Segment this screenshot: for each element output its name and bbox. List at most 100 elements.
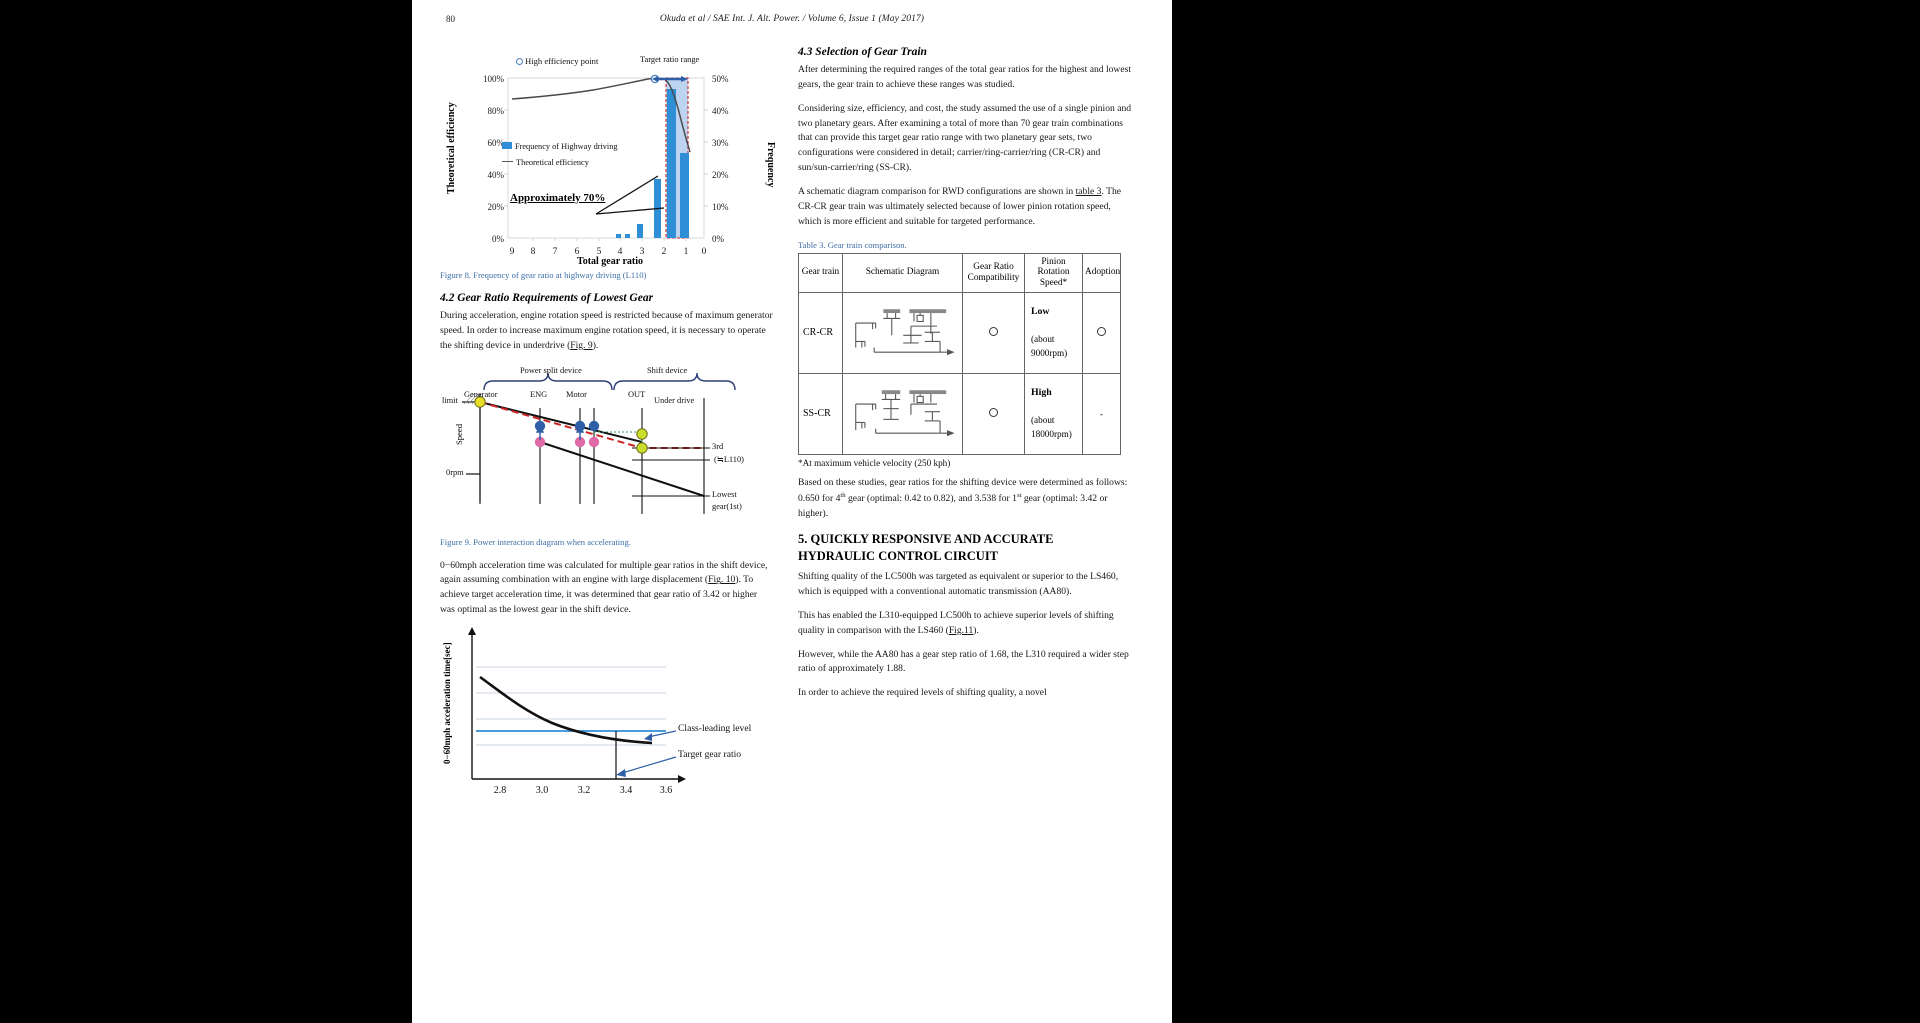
- document-page: 80 Okuda et al / SAE Int. J. Alt. Power.…: [412, 0, 1172, 1023]
- figure-9-under-drive-label: Under drive: [654, 395, 695, 405]
- figure-10-class-leading-label: Class-leading level: [678, 723, 752, 735]
- figure-8-high-efficiency-legend: High efficiency point: [516, 56, 598, 66]
- table3-link[interactable]: table 3: [1075, 186, 1102, 198]
- figure-8-chart: Theoretical efficiency Frequency High ef…: [446, 50, 776, 267]
- figure-8-annotation: Approximately 70%: [510, 192, 606, 204]
- figure-8-target-range-label: Target ratio range: [640, 55, 700, 64]
- figure-9-node-motor: Motor: [566, 389, 587, 399]
- left-column: Theoretical efficiency Frequency High ef…: [440, 46, 776, 797]
- figure-9-lowest-gear-label: Lowest: [712, 489, 737, 499]
- circle-ok-icon: [989, 327, 998, 337]
- th-adoption: Adoption: [1082, 252, 1121, 293]
- pinion-speed-detail-ss-cr: (about 18000rpm): [1031, 415, 1072, 439]
- figure-8-caption: Figure 8. Frequency of gear ratio at hig…: [440, 270, 647, 280]
- section-5-paragraph-4: In order to achieve the required levels …: [798, 687, 1047, 699]
- cell-schematic-cr-cr: [842, 291, 963, 374]
- table-row: SS-CR: [798, 372, 1121, 455]
- fig10-link[interactable]: Fig. 10: [708, 574, 736, 586]
- table-header-row: Gear train Schematic Diagram Gear Ratio …: [798, 252, 1121, 293]
- svg-text:40%: 40%: [488, 170, 505, 180]
- section-4-3-paragraph-4: Based on these studies, gear ratios for …: [798, 476, 1128, 519]
- figure-9-node-eng: ENG: [530, 389, 548, 399]
- figure-9-zero-rpm-label: 0rpm: [446, 467, 464, 477]
- journal-citation: Okuda et al / SAE Int. J. Alt. Power. / …: [659, 14, 925, 24]
- pinion-speed-detail-cr-cr: (about 9000rpm): [1031, 334, 1068, 358]
- legend-item-frequency: Frequency of Highway driving: [502, 142, 618, 151]
- svg-text:5: 5: [597, 247, 602, 257]
- svg-text:2: 2: [662, 247, 667, 257]
- th-gear-ratio-compatibility: Gear Ratio Compatibility: [962, 252, 1025, 293]
- section-4-2-paragraph-1: During acceleration, engine rotation spe…: [440, 310, 773, 351]
- cell-adoption-ss-cr: -: [1082, 372, 1121, 455]
- svg-text:8: 8: [531, 247, 536, 257]
- figure-8-plot: 100% 80% 60% 40% 20% 0% 50% 40% 30% 20% …: [483, 74, 729, 257]
- svg-text:0%: 0%: [492, 234, 505, 244]
- figure-9-bracket-left-label: Power split device: [520, 365, 582, 375]
- svg-text:3.6: 3.6: [660, 785, 673, 796]
- svg-text:0%: 0%: [712, 234, 725, 244]
- page-number: 80: [446, 14, 455, 24]
- figure-9-limit-label: limit: [442, 395, 458, 405]
- figure-10-target-gear-ratio-label: Target gear ratio: [678, 749, 742, 761]
- svg-text:40%: 40%: [712, 106, 729, 116]
- page-sheet: 80 Okuda et al / SAE Int. J. Alt. Power.…: [412, 0, 1172, 1023]
- svg-text:100%: 100%: [483, 74, 505, 84]
- legend-item-efficiency: Theoretical efficiency: [502, 158, 618, 167]
- cell-schematic-ss-cr: [842, 372, 963, 455]
- cell-gear-train-cr-cr: CR-CR: [798, 291, 843, 374]
- section-4-3-paragraph-1: After determining the required ranges of…: [798, 64, 1132, 90]
- svg-text:3: 3: [640, 247, 645, 257]
- section-4-2-paragraph-2: 0−60mph acceleration time was calculated…: [440, 559, 768, 616]
- section-5-paragraph-2: This has enabled the L310-equipped LC500…: [798, 609, 1114, 636]
- th-pinion-rotation-speed: Pinion Rotation Speed*: [1024, 252, 1083, 293]
- table-3-caption: Table 3. Gear train comparison.: [798, 239, 907, 250]
- th-gear-train: Gear train: [798, 252, 843, 293]
- figure-8-legend: Frequency of Highway driving Theoretical…: [502, 142, 618, 174]
- fig11-link[interactable]: Fig.11: [948, 624, 974, 636]
- figure-9-node-out: OUT: [628, 389, 646, 399]
- two-column-body: Theoretical efficiency Frequency High ef…: [440, 46, 1144, 797]
- svg-text:4: 4: [618, 247, 623, 257]
- svg-text:7: 7: [553, 247, 558, 257]
- section-4-2-heading: 4.2 Gear Ratio Requirements of Lowest Ge…: [440, 292, 654, 304]
- figure-9-third-gear-sublabel: (≒L110): [714, 454, 744, 464]
- cell-pinion-speed-ss-cr: High (about 18000rpm): [1024, 372, 1083, 455]
- pinion-speed-grade-ss-cr: High: [1031, 386, 1052, 398]
- bar-swatch-icon: [502, 142, 512, 149]
- cell-adoption-cr-cr: [1082, 291, 1121, 374]
- pinion-speed-grade-cr-cr: Low: [1031, 305, 1050, 317]
- svg-text:3.0: 3.0: [536, 785, 549, 796]
- figure-9-third-gear-label: 3rd: [712, 441, 724, 451]
- svg-text:6: 6: [575, 247, 580, 257]
- section-4-3-heading: 4.3 Selection of Gear Train: [798, 46, 927, 58]
- svg-text:3.4: 3.4: [620, 785, 633, 796]
- svg-text:80%: 80%: [488, 106, 505, 116]
- figure-8-x-axis-label: Total gear ratio: [576, 256, 644, 267]
- figure-10-chart: 0−60mph acceleration time[sec]: [440, 627, 774, 797]
- section-5-paragraph-3: However, while the AA80 has a gear step …: [798, 648, 1129, 675]
- svg-text:3.2: 3.2: [578, 785, 591, 796]
- figure-8-y2-axis-label: Frequency: [765, 142, 776, 188]
- circle-marker-icon: [516, 58, 523, 65]
- svg-text:0: 0: [702, 247, 707, 257]
- right-column: 4.3 Selection of Gear Train After determ…: [798, 46, 1132, 797]
- table-3-footnote: *At maximum vehicle velocity (250 kph): [798, 457, 951, 468]
- circle-ok-icon: [989, 408, 998, 418]
- fig9-link[interactable]: Fig. 9: [570, 339, 593, 351]
- svg-text:1: 1: [684, 247, 689, 257]
- figure-9-diagram: Power split device Shift device Generato…: [442, 364, 772, 532]
- svg-text:50%: 50%: [712, 74, 729, 84]
- svg-text:20%: 20%: [712, 170, 729, 180]
- cell-pinion-speed-cr-cr: Low (about 9000rpm): [1024, 291, 1083, 374]
- svg-text:2.8: 2.8: [494, 785, 507, 796]
- figure-9-bracket-right-label: Shift device: [647, 365, 688, 375]
- cell-compat-cr-cr: [962, 291, 1025, 374]
- section-4-3-paragraph-2: Considering size, efficiency, and cost, …: [798, 102, 1132, 174]
- gear-train-schematic-ss-cr: [855, 389, 955, 436]
- table-row: CR-CR: [798, 291, 1121, 374]
- figure-9-speed-axis-label: Speed: [454, 423, 464, 445]
- figure-9-caption: Figure 9. Power interaction diagram when…: [440, 536, 631, 547]
- table-3-gear-train-comparison: Gear train Schematic Diagram Gear Ratio …: [798, 252, 1121, 455]
- running-head: 80 Okuda et al / SAE Int. J. Alt. Power.…: [440, 14, 1144, 36]
- section-5-paragraph-1: Shifting quality of the LC500h was targe…: [798, 571, 1119, 598]
